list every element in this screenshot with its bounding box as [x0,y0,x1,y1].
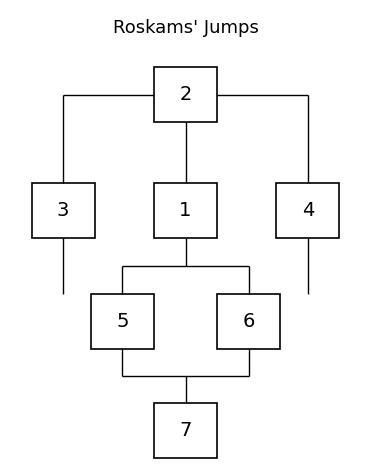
FancyBboxPatch shape [217,294,280,349]
FancyBboxPatch shape [32,184,95,237]
FancyBboxPatch shape [154,403,217,458]
Text: 6: 6 [242,312,255,331]
Text: 2: 2 [179,85,192,104]
FancyBboxPatch shape [276,184,339,237]
Text: 3: 3 [57,201,69,220]
Text: 1: 1 [179,201,192,220]
Text: 4: 4 [302,201,314,220]
Text: 5: 5 [116,312,129,331]
FancyBboxPatch shape [154,67,217,122]
FancyBboxPatch shape [154,184,217,237]
FancyBboxPatch shape [91,294,154,349]
Text: 7: 7 [179,421,192,440]
Text: Roskams' Jumps: Roskams' Jumps [112,19,259,37]
